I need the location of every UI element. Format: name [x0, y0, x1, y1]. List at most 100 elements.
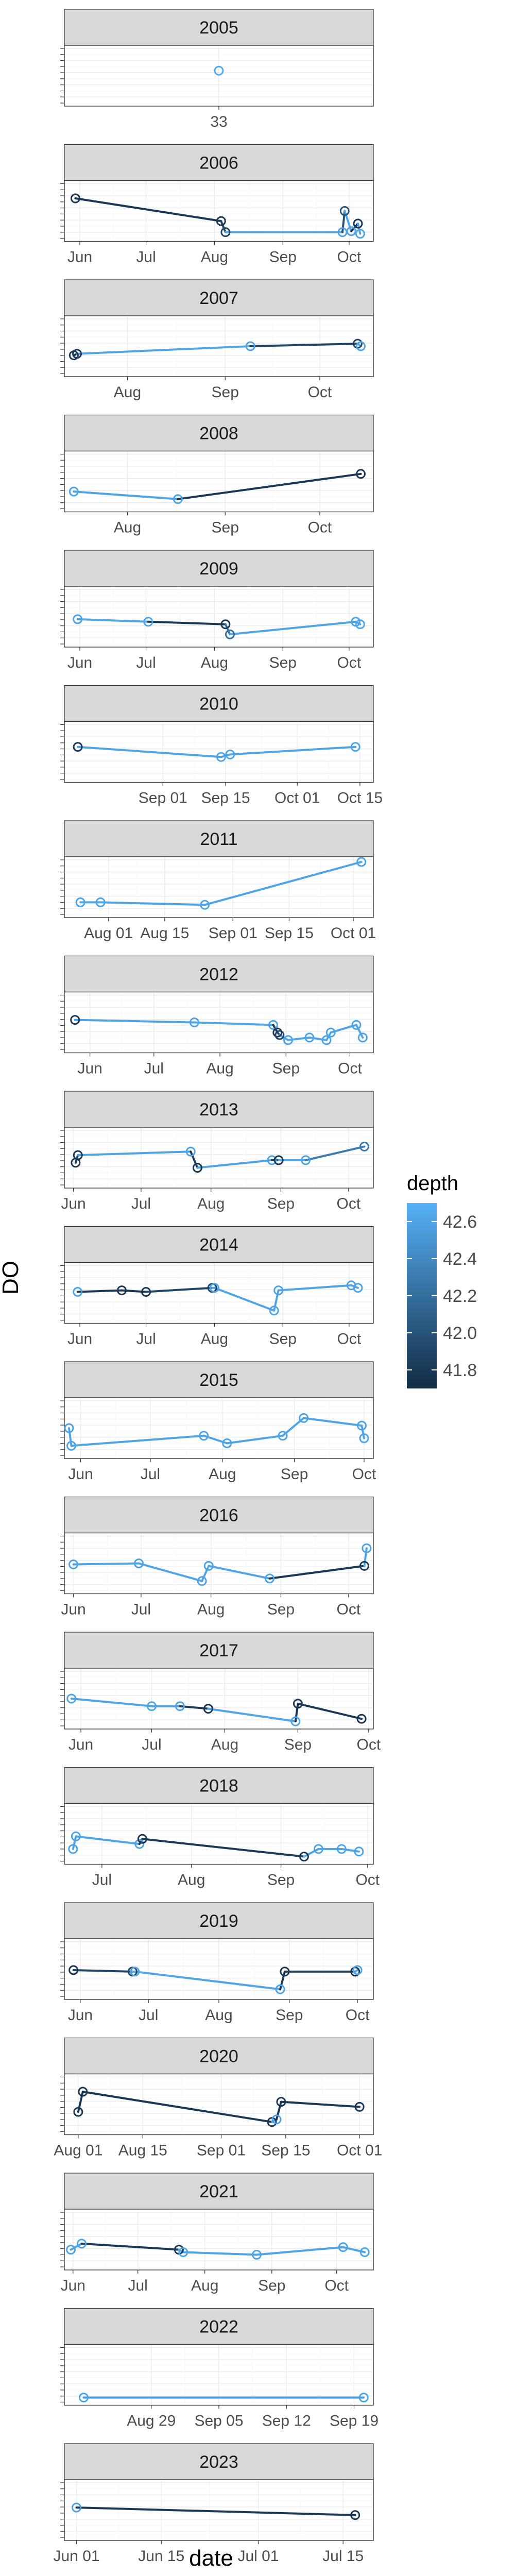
data-point: [73, 2107, 83, 2117]
data-point: [301, 1155, 311, 1165]
series-line-segment: [145, 1286, 214, 1293]
series-line-segment: [203, 861, 363, 906]
series-line-segment: [275, 2100, 282, 2121]
x-tick-label: Sep 12: [262, 2413, 311, 2430]
facet-panel: 2012 Jun Jul Aug Sep Oct: [60, 955, 374, 1077]
data-point: [72, 349, 82, 359]
panel-border: [64, 180, 374, 242]
x-tick-label: Jul: [92, 1872, 112, 1889]
legend-tick-label: 42.4: [443, 1249, 477, 1269]
facet-strip: [64, 279, 374, 316]
data-point: [275, 1984, 285, 1994]
data-point: [189, 1018, 199, 1027]
panel-border: [64, 2073, 374, 2136]
x-tick-label: Sep 15: [261, 2142, 310, 2159]
series-line-segment: [340, 1848, 360, 1853]
facet-panel: 2006 Jun Jul Aug Sep Oct: [60, 144, 374, 266]
x-tick-label: Oct: [337, 654, 362, 671]
panel-border: [64, 2209, 374, 2270]
series-line-segment: [138, 1562, 203, 1582]
facet-strip: [64, 2443, 374, 2480]
x-tick-label: Aug: [201, 1331, 228, 1348]
facet-strip-label: 2021: [199, 2182, 238, 2201]
facet-strip: [64, 1226, 374, 1263]
color-legend: depth 42.6 42.4 42.2 42.0 41.8: [407, 1172, 477, 1388]
data-point: [209, 1283, 219, 1293]
data-point: [134, 1558, 144, 1568]
series-line-segment: [279, 1970, 286, 1991]
legend-tick-label: 41.8: [443, 1361, 477, 1380]
data-point: [356, 341, 366, 351]
data-point: [265, 1573, 275, 1584]
data-point: [338, 2242, 348, 2252]
data-point: [269, 1306, 279, 1316]
data-point: [95, 897, 106, 907]
series-line-segment: [193, 1021, 274, 1026]
series-line-segment: [76, 1289, 123, 1293]
x-tick-label: Oct 01: [331, 925, 376, 942]
data-point: [185, 1146, 196, 1157]
series-line-segment: [74, 197, 222, 223]
data-point: [197, 1576, 207, 1586]
series-line-segment: [229, 620, 357, 636]
series-line-segment: [224, 623, 231, 636]
data-point: [73, 742, 83, 752]
data-point: [130, 1967, 140, 1977]
data-point: [137, 1834, 147, 1844]
legend-tick-label: 42.2: [443, 1286, 477, 1306]
data-point: [71, 1831, 81, 1841]
x-tick-label: Oct: [337, 249, 362, 266]
x-tick-label: Oct: [337, 1331, 362, 1348]
x-tick-label: Aug: [206, 1060, 233, 1077]
facet-panel: 2013 Jun Jul Aug Sep Oct: [60, 1091, 374, 1212]
panel-border: [64, 450, 374, 513]
facet-strip-label: 2014: [199, 1235, 238, 1255]
data-point: [356, 469, 366, 479]
x-tick-label: Oct: [357, 1736, 381, 1753]
panel-border: [64, 991, 374, 1054]
x-tick-label: Sep: [267, 1872, 295, 1889]
x-tick-label: Aug: [205, 2007, 232, 2024]
facet-panel: 2019 Jun Jul Aug Sep Oct: [60, 1902, 374, 2024]
data-point: [64, 1423, 74, 1433]
x-tick-label: Oct 01: [274, 790, 320, 807]
x-tick-label: Oct: [336, 1601, 360, 1618]
facet-strip-label: 2022: [199, 2317, 238, 2337]
data-point: [192, 1163, 202, 1173]
series-line-segment: [80, 2242, 180, 2251]
data-point: [299, 1852, 309, 1862]
legend-title: depth: [407, 1172, 458, 1195]
x-tick-label: Jul: [144, 1060, 164, 1077]
facet-panel: 2008 Aug Sep Oct: [60, 414, 374, 536]
x-tick-label: Jul: [139, 2007, 158, 2024]
series-line-segment: [70, 2242, 83, 2251]
data-point: [214, 65, 224, 76]
facet-panel: 2020 Aug 01 Aug 15 Sep 01 Sep 15 Oct 01: [54, 2037, 382, 2159]
data-point: [68, 1965, 79, 1975]
legend-tick-label: 42.6: [443, 1212, 477, 1232]
data-point: [220, 619, 231, 630]
x-tick-label: Aug 01: [54, 2142, 102, 2159]
series-line-segment: [303, 1848, 320, 1858]
facet-strip: [64, 1902, 374, 1939]
x-tick-label: Jun: [67, 249, 92, 266]
facet-strip: [64, 955, 374, 993]
facet-strip-label: 2005: [199, 18, 238, 38]
x-tick-label: Jun: [77, 1060, 102, 1077]
panel-border: [64, 586, 374, 648]
x-tick-label: Sep 01: [209, 925, 258, 942]
x-tick-label: Aug: [178, 1872, 205, 1889]
facet-panel: 2005 33: [60, 9, 374, 130]
data-point: [356, 857, 367, 867]
data-point: [66, 2245, 76, 2255]
data-point: [346, 226, 356, 236]
x-tick-label: Sep: [281, 1466, 308, 1483]
facet-strip-label: 2018: [199, 1776, 238, 1796]
data-point: [178, 2247, 188, 2257]
data-point: [359, 1433, 369, 1444]
facet-panel: 2011 Aug 01 Aug 15 Sep 01 Sep 15 Oct 01: [60, 820, 376, 942]
data-point: [283, 1035, 293, 1045]
x-tick-label: Jun: [68, 1736, 93, 1753]
data-point: [116, 1285, 127, 1296]
series-line-segment: [196, 1159, 273, 1169]
